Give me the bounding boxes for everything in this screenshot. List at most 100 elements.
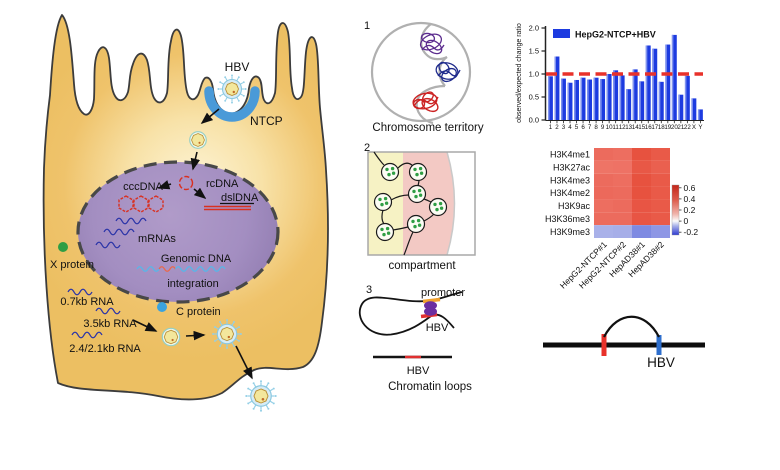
territory-navy-scribble: [435, 61, 461, 83]
released-virion: [244, 379, 278, 413]
dsldna-label: dslDNA: [221, 192, 259, 204]
x-tick-label: 18: [658, 124, 665, 131]
bar-highlight: [606, 74, 609, 120]
nucleosome-dot: [418, 166, 423, 171]
nucleosome-dot: [433, 202, 437, 207]
x-protein-label: X protein: [50, 259, 94, 271]
capsid-to-virion-arrow: [185, 330, 206, 341]
heatmap-cell: [651, 212, 670, 226]
chromatin-domain-node: [406, 214, 426, 234]
bar-chr-15: [639, 81, 645, 120]
bar-chr-17: [652, 48, 658, 121]
chromatin-loops-panel: 3 promoter HBV HBV Chromatin loops: [359, 284, 472, 393]
legend-label: HepG2-NTCP+HBV: [575, 30, 656, 40]
x-tick-label: 10: [606, 124, 613, 131]
x-tick-label: 9: [601, 124, 605, 131]
hbv-label: HBV: [225, 60, 250, 74]
heatmap-cell: [651, 148, 670, 161]
y-tick-label: 0.0: [529, 116, 539, 125]
colorbar-ticks: 0.60.40.20-0.2: [679, 183, 698, 237]
bar-chr-6: [580, 77, 586, 120]
bar-highlight: [574, 79, 576, 120]
nucleosome-dot: [412, 189, 416, 194]
nucleosome-dot: [435, 207, 439, 212]
x-tick-label: 8: [594, 124, 598, 131]
compartment-b-edge: [446, 151, 456, 256]
bar-chart-y-axis-label: observed/expected change ratio: [516, 23, 523, 123]
bar-highlight: [639, 81, 641, 120]
nucleosome-dot: [380, 202, 384, 207]
nucleosome-dot: [417, 188, 422, 193]
heatmap-cell: [632, 199, 651, 213]
heatmap-cell: [632, 173, 651, 187]
bar-highlight: [600, 79, 602, 120]
nucleosome-dot: [390, 166, 395, 171]
bar-chr-19: [665, 44, 671, 121]
x-protein-dot: [58, 242, 68, 252]
chromatin-domains: [373, 162, 448, 242]
heatmap-cell: [613, 225, 632, 238]
nucleosome-dot: [386, 231, 391, 235]
bar-chr-7: [587, 79, 593, 120]
hbv-arc-diagram: HBV: [543, 315, 705, 370]
dsldna-strands: [204, 205, 251, 211]
nucleosome-dot: [385, 226, 390, 231]
colorbar-tick-label: -0.2: [684, 227, 699, 237]
promoter-label: promoter: [421, 287, 465, 299]
bar-highlight: [613, 70, 615, 120]
heatmap-cell: [632, 160, 651, 174]
bars-group: [548, 34, 703, 121]
c-protein-label: C protein: [176, 306, 221, 318]
heatmap-cell: [632, 148, 651, 161]
y-tick-label: 1.5: [529, 47, 539, 56]
bar-highlight: [645, 45, 648, 121]
nucleosome-dot: [416, 218, 421, 223]
bar-chr-20: [671, 34, 677, 120]
nucleosome-dot: [414, 194, 418, 199]
x-tick-label: 14: [632, 124, 639, 131]
mrna-waves: [95, 217, 147, 249]
bar-chr-2: [554, 56, 560, 120]
nucleosome-dot: [380, 227, 384, 232]
heatmap-cell: [594, 212, 613, 226]
hepatocyte-cell-diagram: HBV NTCP cccDNA rcDNA dslDNA mRNAs Genom…: [42, 14, 329, 413]
heatmap-row-label: H3K9me3: [550, 227, 590, 237]
colorbar-tick-label: 0.4: [684, 194, 696, 204]
protein-complex: [424, 301, 437, 316]
x-tick-label: 21: [677, 124, 684, 131]
x-tick-label: 12: [619, 124, 626, 131]
genomic-integration-wave: [136, 266, 226, 272]
heatmap-row-label: H3K36me3: [545, 214, 590, 224]
x-tick-label: 4: [568, 124, 572, 131]
nucleosome-dot: [417, 223, 422, 227]
x-tick-label: X: [692, 124, 696, 131]
rcdna-circle: [178, 175, 194, 191]
nucleosome-dot: [413, 224, 417, 229]
bar-chr-4: [567, 82, 573, 120]
rna-0-7kb-label: 0.7kb RNA: [60, 296, 114, 308]
heatmap-row-label: H3K4me1: [550, 150, 590, 160]
rna-2-4kb-label: 2.4/2.1kb RNA: [69, 343, 141, 355]
hbv-virion-at-receptor: [216, 73, 248, 105]
bar-highlight: [684, 75, 687, 120]
bar-highlight: [593, 77, 596, 120]
heatmap-cell: [594, 160, 613, 174]
nucleosome-dot: [419, 171, 424, 175]
ntcp-receptor: [204, 86, 260, 122]
territory-panel: 1 Chromosome territory: [364, 20, 484, 134]
rna-2-4kb-wave: [71, 331, 103, 339]
loop-hbv-label: HBV: [426, 322, 449, 334]
nucleosome-dot: [384, 201, 389, 205]
nucleosome-dot: [411, 219, 415, 224]
bar-highlight: [587, 79, 589, 120]
heatmap-cell: [613, 160, 632, 174]
bar-chr-9: [600, 79, 606, 120]
nucleus-outline: [370, 21, 472, 123]
x-tick-label: 11: [612, 124, 619, 131]
heatmap-cell: [594, 186, 613, 200]
x-tick-label: 5: [575, 124, 579, 131]
bar-chr-Y: [697, 109, 703, 120]
legend-swatch: [553, 29, 570, 38]
bar-chr-10: [606, 74, 612, 120]
ntcp-label: NTCP: [250, 114, 283, 128]
